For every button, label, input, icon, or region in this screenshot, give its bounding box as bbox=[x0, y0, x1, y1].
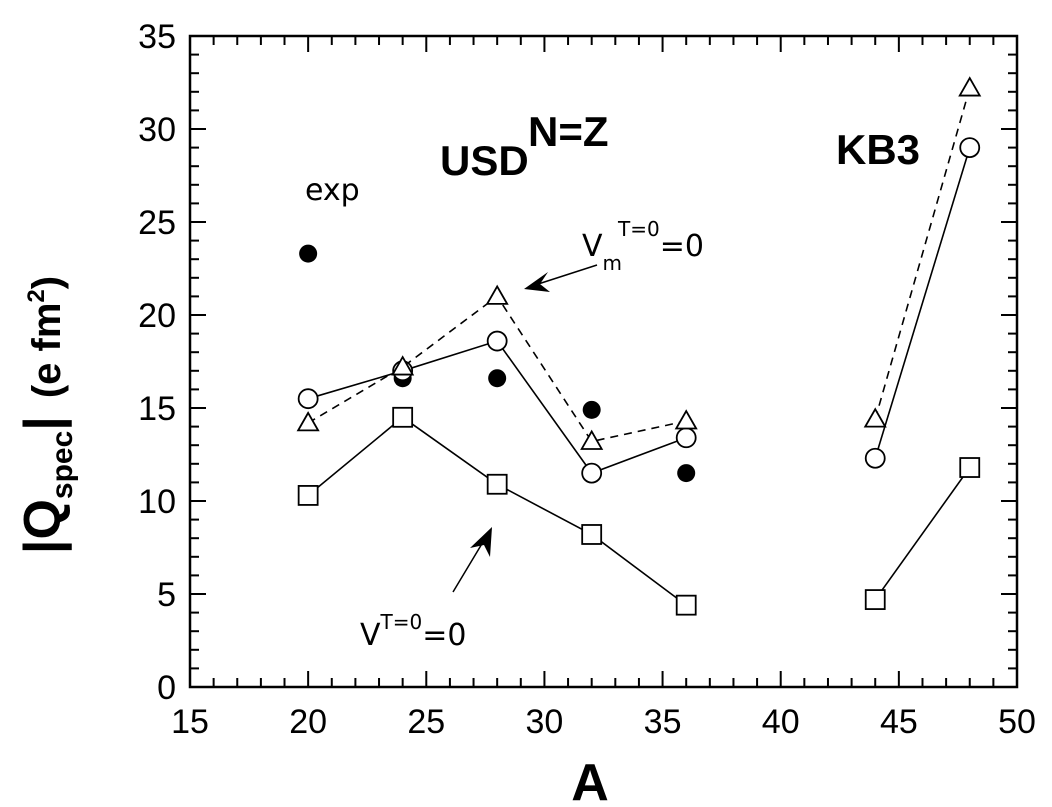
triangle-point bbox=[580, 429, 604, 450]
x-tick-label: 45 bbox=[880, 703, 918, 741]
y-axis-title-unit-close: ) bbox=[25, 276, 69, 289]
triangle-point bbox=[863, 407, 887, 428]
square-point bbox=[864, 589, 886, 610]
label-vm-sub: m bbox=[603, 251, 622, 275]
square-point bbox=[581, 524, 603, 545]
y-tick-label: 35 bbox=[138, 18, 176, 56]
square-point bbox=[486, 473, 508, 495]
label-vm-eq: =0 bbox=[660, 229, 704, 264]
y-tick-label: 20 bbox=[138, 297, 176, 335]
y-tick-label: 25 bbox=[138, 204, 176, 242]
plot-frame bbox=[188, 34, 1019, 689]
x-tick-label: 50 bbox=[998, 703, 1036, 741]
y-axis-title-bar: | bbox=[14, 416, 72, 431]
x-tick-label: 40 bbox=[762, 703, 800, 741]
y-axis-title-unit-open: (e fm bbox=[25, 303, 69, 399]
circle-point bbox=[675, 427, 697, 449]
circle-point bbox=[581, 462, 603, 484]
x-tick-labels: 15 20 25 30 35 40 45 50 bbox=[171, 703, 1036, 741]
label-vm-sup: T=0 bbox=[617, 217, 660, 241]
x-tick-label: 30 bbox=[526, 703, 564, 741]
exp-point bbox=[488, 369, 507, 388]
square-point bbox=[392, 406, 414, 428]
label-exp: exp bbox=[305, 173, 360, 208]
label-v-eq: =0 bbox=[422, 618, 466, 653]
x-tick-label: 20 bbox=[289, 703, 327, 741]
exp-point bbox=[677, 464, 696, 483]
y-axis-title-q: |Q bbox=[14, 499, 72, 554]
circle-point bbox=[959, 137, 981, 159]
triangle-point bbox=[674, 409, 698, 430]
label-usd: USD bbox=[440, 137, 529, 184]
x-tick-label: 35 bbox=[644, 703, 682, 741]
label-v-sup: T=0 bbox=[380, 610, 423, 634]
y-axis-title: |Qspec| (e fm2) bbox=[14, 276, 79, 554]
label-vm: Vm T=0=0 bbox=[582, 217, 704, 275]
circle-point bbox=[486, 330, 508, 352]
y-tick-label: 10 bbox=[138, 483, 176, 521]
circle-point bbox=[864, 447, 886, 469]
open-circle-series-line bbox=[307, 340, 687, 475]
open-circle-series-line bbox=[874, 147, 971, 459]
exp-point bbox=[582, 400, 601, 419]
circle-point bbox=[297, 388, 319, 410]
exp-point bbox=[299, 244, 318, 263]
y-tick-label: 5 bbox=[157, 576, 176, 614]
x-tick-label: 15 bbox=[171, 703, 209, 741]
open-square-series-line bbox=[874, 467, 971, 601]
square-point bbox=[959, 457, 981, 478]
y-tick-label: 0 bbox=[157, 669, 176, 707]
x-tick-label: 25 bbox=[407, 703, 445, 741]
label-vm-v: V bbox=[582, 229, 603, 264]
open-triangle-series-line bbox=[874, 87, 971, 420]
open-triangle-series-line bbox=[307, 295, 687, 443]
y-tick-labels: 0 5 10 15 20 25 30 35 bbox=[138, 18, 176, 707]
triangle-point bbox=[485, 284, 509, 305]
triangle-point bbox=[958, 76, 982, 97]
y-axis-title-sub: spec bbox=[46, 431, 79, 499]
arrow-v bbox=[452, 527, 492, 593]
open-square-series-line bbox=[307, 416, 687, 606]
arrow-vm bbox=[524, 264, 598, 292]
label-v: VT=0=0 bbox=[360, 610, 466, 653]
y-tick-label: 15 bbox=[138, 390, 176, 428]
label-nz: N=Z bbox=[528, 108, 609, 155]
y-tick-label: 30 bbox=[138, 111, 176, 149]
label-v-v: V bbox=[360, 618, 381, 653]
y-axis-title-unit-sup: 2 bbox=[23, 289, 50, 302]
label-kb3: KB3 bbox=[836, 126, 920, 173]
x-axis-title: A bbox=[571, 754, 609, 807]
triangle-point bbox=[296, 411, 320, 432]
triangle-point bbox=[391, 355, 415, 376]
square-point bbox=[297, 485, 319, 506]
square-point bbox=[675, 594, 697, 616]
series-markers bbox=[296, 76, 982, 616]
